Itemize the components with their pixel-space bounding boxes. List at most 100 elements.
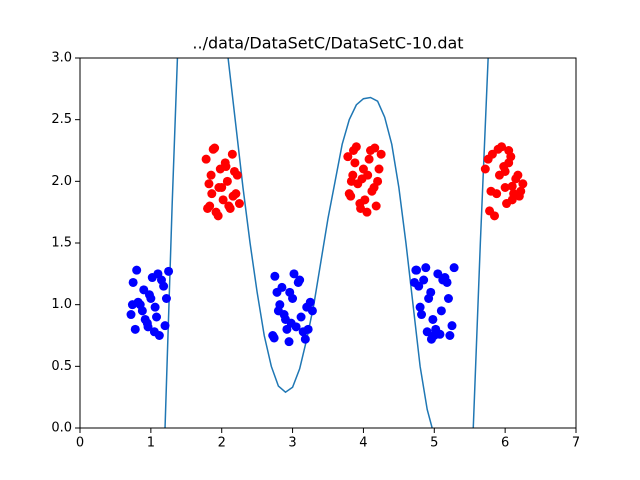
data-point <box>500 183 510 192</box>
x-tick-label: 0 <box>76 436 84 451</box>
data-point <box>204 179 214 189</box>
data-point <box>225 203 235 213</box>
data-point <box>208 144 218 154</box>
data-point <box>307 306 317 316</box>
data-point <box>480 164 490 174</box>
data-point <box>414 281 424 291</box>
data-point <box>445 331 455 340</box>
data-point <box>509 189 519 199</box>
data-point <box>486 186 496 196</box>
data-point <box>350 158 360 168</box>
data-point <box>422 327 432 337</box>
data-point <box>343 152 353 162</box>
data-point <box>161 294 171 303</box>
data-point <box>370 143 380 153</box>
data-point <box>426 334 436 344</box>
data-point <box>356 203 366 213</box>
data-point <box>500 166 510 176</box>
data-point <box>270 271 280 281</box>
data-point <box>132 265 142 275</box>
data-point <box>127 300 137 310</box>
data-point <box>431 324 441 334</box>
y-tick-label: 2.0 <box>51 174 72 189</box>
data-point <box>206 170 216 180</box>
data-point <box>493 144 503 154</box>
data-point <box>417 310 427 320</box>
data-point <box>130 324 140 334</box>
data-point <box>137 306 147 316</box>
data-point <box>140 314 150 324</box>
data-point <box>502 199 512 209</box>
y-tick-label: 3.0 <box>51 51 72 66</box>
data-point <box>201 154 211 164</box>
plot-area <box>126 58 528 428</box>
data-point <box>160 321 170 331</box>
data-point <box>411 265 421 275</box>
data-point <box>234 199 244 209</box>
data-point <box>227 149 237 159</box>
y-tick-label: 0.0 <box>51 421 72 436</box>
data-point <box>349 146 359 155</box>
data-point <box>373 176 383 186</box>
data-point <box>159 281 169 291</box>
data-point <box>284 337 294 347</box>
data-point <box>211 207 221 217</box>
data-point <box>424 294 434 303</box>
data-point <box>504 158 514 168</box>
x-tick-label: 3 <box>288 436 296 451</box>
data-point <box>346 191 356 201</box>
data-point <box>285 287 295 297</box>
data-point <box>205 201 215 211</box>
data-point <box>207 189 217 199</box>
data-point <box>222 176 232 186</box>
data-point <box>126 310 136 320</box>
y-tick-label: 0.5 <box>51 359 72 374</box>
y-tick-label: 2.5 <box>51 112 72 127</box>
data-point <box>360 195 370 205</box>
data-point <box>214 183 224 192</box>
data-point <box>518 179 528 189</box>
data-point <box>305 297 315 307</box>
data-point <box>421 263 431 273</box>
data-point <box>490 211 500 221</box>
data-point <box>415 302 425 312</box>
data-point <box>419 275 429 285</box>
data-point <box>144 290 154 300</box>
data-point <box>218 195 228 205</box>
data-point <box>279 310 289 320</box>
data-point <box>228 191 238 201</box>
data-point <box>449 263 459 273</box>
data-point <box>374 164 384 174</box>
data-point <box>346 176 356 186</box>
curve <box>164 58 489 428</box>
x-tick-label: 6 <box>501 436 509 451</box>
x-tick-label: 2 <box>218 436 226 451</box>
data-point <box>272 287 282 297</box>
y-tick-label: 1.5 <box>51 236 72 251</box>
data-point <box>275 300 285 310</box>
data-point <box>513 170 523 180</box>
data-point <box>303 324 313 334</box>
data-point <box>438 275 448 285</box>
data-point <box>152 312 162 322</box>
data-point <box>128 277 138 287</box>
data-point <box>164 266 174 276</box>
data-point <box>507 181 517 191</box>
data-point <box>269 333 279 343</box>
x-tick-label: 5 <box>430 436 438 451</box>
data-point <box>428 314 438 324</box>
data-point <box>293 277 303 287</box>
data-point <box>300 334 310 344</box>
data-point <box>443 294 453 303</box>
y-tick-label: 1.0 <box>51 297 72 312</box>
data-point <box>147 273 157 283</box>
chart-title: ../data/DataSetC/DataSetC-10.dat <box>192 34 463 53</box>
x-tick-label: 4 <box>359 436 367 451</box>
data-point <box>154 331 164 340</box>
data-point <box>221 162 231 172</box>
data-point <box>376 149 386 159</box>
data-point <box>433 269 443 279</box>
data-point <box>436 306 446 316</box>
